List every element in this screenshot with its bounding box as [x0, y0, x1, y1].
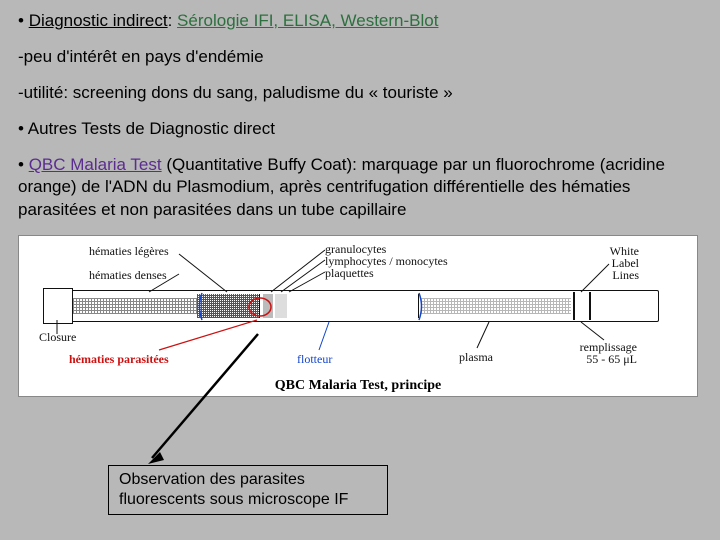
label-flotteur: flotteur [297, 352, 332, 367]
bullet-other-tests: • Autres Tests de Diagnostic direct [18, 118, 702, 140]
band-lympho [275, 294, 287, 318]
qbc-diagram: hématies légères hématies denses granulo… [18, 235, 698, 397]
region-hematies-legeres [197, 294, 259, 318]
qbc-label: QBC Malaria Test [29, 155, 162, 174]
label-fill2: 55 - 65 μL [586, 352, 637, 367]
tube-wrapper: hématies légères hématies denses granulo… [29, 244, 687, 374]
fill-line-1 [573, 292, 575, 320]
bullet-diagnostic-indirect: • Diagnostic indirect: Sérologie IFI, EL… [18, 10, 702, 32]
label-hematies-parasitees: hématies parasitées [69, 352, 169, 367]
label-plasma: plasma [459, 350, 493, 365]
diag-sep: : [168, 11, 177, 30]
label-hematies-denses: hématies denses [89, 268, 167, 283]
label-lines: Lines [612, 268, 639, 283]
label-hematies-legeres: hématies légères [89, 244, 169, 259]
fill-line-2 [589, 292, 591, 320]
diagram-caption: QBC Malaria Test, principe [29, 378, 687, 394]
label-closure: Closure [39, 330, 76, 345]
tube-closure-block [43, 288, 73, 324]
region-plasma [421, 298, 571, 314]
diag-indirect-methods: Sérologie IFI, ELISA, Western-Blot [177, 11, 438, 30]
diag-indirect-label: Diagnostic indirect [29, 11, 168, 30]
callout-observation: Observation des parasites fluorescents s… [108, 465, 388, 515]
bullet-interest: -peu d'intérêt en pays d'endémie [18, 46, 702, 68]
band-granulo [263, 294, 273, 318]
bullet-qbc: • QBC Malaria Test (Quantitative Buffy C… [18, 154, 702, 220]
region-hematies-denses [73, 298, 197, 314]
label-plaquettes: plaquettes [325, 266, 374, 281]
bullet-utility: -utilité: screening dons du sang, paludi… [18, 82, 702, 104]
